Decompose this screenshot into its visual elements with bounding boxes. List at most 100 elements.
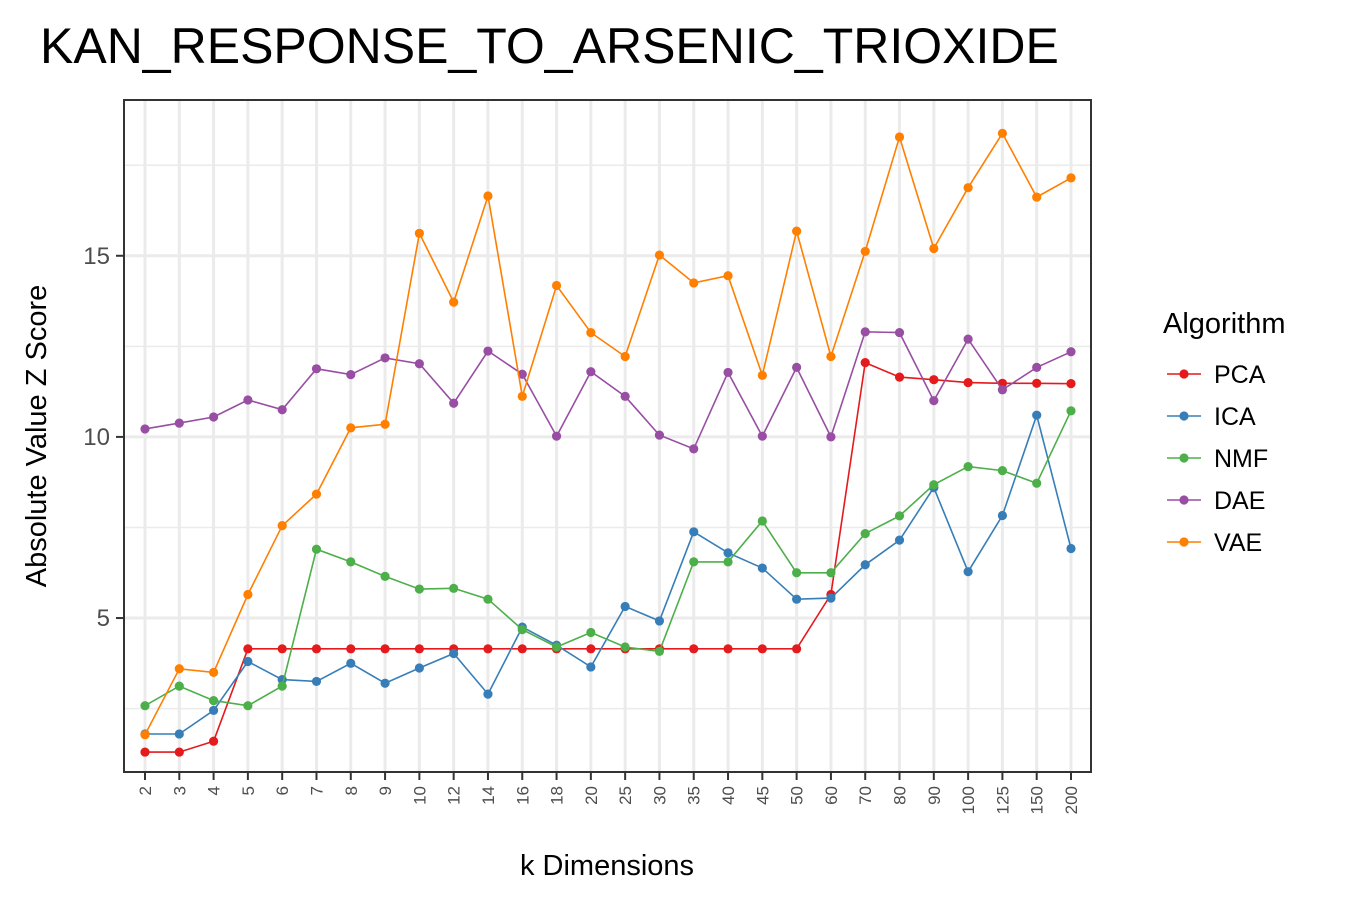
data-point-vae bbox=[826, 351, 836, 362]
data-point-nmf bbox=[757, 516, 767, 526]
data-point-nmf bbox=[277, 681, 287, 691]
data-point-dae bbox=[586, 367, 596, 377]
data-point-dae bbox=[826, 432, 836, 442]
series-line-ica bbox=[145, 412, 1072, 735]
data-point-ica bbox=[380, 678, 390, 688]
legend-label: VAE bbox=[1214, 529, 1262, 557]
data-point-vae bbox=[654, 250, 665, 260]
data-point-nmf bbox=[449, 583, 459, 593]
x-tick-label: 2 bbox=[136, 786, 155, 795]
data-point-pca bbox=[689, 644, 699, 654]
data-point-nmf bbox=[311, 544, 322, 554]
data-point-dae bbox=[894, 327, 905, 338]
data-point-nmf bbox=[174, 681, 184, 691]
data-point-dae bbox=[620, 391, 630, 401]
data-point-ica bbox=[860, 560, 870, 570]
data-point-dae bbox=[654, 430, 665, 440]
data-point-nmf bbox=[586, 627, 596, 638]
data-point-dae bbox=[723, 367, 733, 378]
data-point-vae bbox=[449, 297, 459, 307]
data-point-ica bbox=[414, 663, 424, 673]
data-point-pca bbox=[894, 372, 905, 382]
data-point-vae bbox=[620, 351, 630, 362]
data-point-pca bbox=[517, 644, 527, 654]
legend-key-point bbox=[1179, 411, 1189, 421]
data-point-nmf bbox=[929, 480, 939, 490]
legend-item-dae: DAE bbox=[1167, 487, 1265, 515]
data-point-pca bbox=[963, 377, 973, 388]
series-nmf bbox=[140, 406, 1076, 711]
data-point-nmf bbox=[380, 571, 390, 581]
data-point-dae bbox=[140, 424, 150, 434]
data-point-nmf bbox=[860, 529, 870, 539]
data-point-ica bbox=[1032, 410, 1042, 420]
legend-label: NMF bbox=[1214, 445, 1268, 473]
data-point-pca bbox=[380, 644, 390, 654]
data-point-dae bbox=[277, 405, 287, 415]
legend-key-point bbox=[1179, 369, 1189, 379]
data-point-dae bbox=[414, 359, 424, 369]
data-point-nmf bbox=[243, 701, 253, 711]
data-point-vae bbox=[689, 278, 699, 288]
x-tick-label: 45 bbox=[753, 786, 772, 805]
x-tick-label: 10 bbox=[410, 786, 429, 805]
legend-key-point bbox=[1179, 537, 1189, 547]
data-point-dae bbox=[517, 369, 527, 379]
data-point-dae bbox=[483, 346, 493, 356]
data-point-dae bbox=[929, 396, 939, 406]
data-point-pca bbox=[929, 375, 939, 385]
x-tick-label: 40 bbox=[719, 786, 738, 805]
data-point-nmf bbox=[620, 642, 630, 652]
x-tick-label: 5 bbox=[239, 786, 258, 795]
x-tick-label: 12 bbox=[445, 786, 464, 805]
x-axis-title: k Dimensions bbox=[520, 850, 694, 882]
data-point-nmf bbox=[723, 557, 733, 567]
y-axis-title: Absolute Value Z Score bbox=[21, 285, 53, 588]
legend-key-point bbox=[1179, 453, 1189, 463]
x-tick-label: 4 bbox=[205, 786, 224, 795]
data-point-nmf bbox=[208, 696, 219, 706]
data-point-ica bbox=[208, 705, 219, 716]
data-point-ica bbox=[346, 658, 356, 668]
x-tick-label: 35 bbox=[685, 786, 704, 805]
data-point-vae bbox=[792, 226, 802, 236]
data-point-dae bbox=[963, 334, 973, 344]
data-point-nmf bbox=[792, 568, 802, 578]
data-point-nmf bbox=[140, 701, 150, 711]
data-point-pca bbox=[483, 644, 493, 654]
data-point-ica bbox=[174, 729, 184, 739]
data-point-vae bbox=[551, 280, 562, 291]
x-tick-label: 18 bbox=[548, 786, 567, 805]
data-point-dae bbox=[757, 431, 767, 441]
series-vae bbox=[140, 128, 1076, 740]
data-point-vae bbox=[346, 423, 356, 433]
data-point-nmf bbox=[826, 568, 836, 578]
data-point-dae bbox=[243, 395, 253, 405]
data-point-vae bbox=[1032, 192, 1042, 202]
data-point-ica bbox=[894, 535, 905, 545]
data-point-vae bbox=[517, 391, 527, 401]
x-tick-label: 25 bbox=[616, 786, 635, 805]
data-point-nmf bbox=[346, 557, 356, 567]
x-tick-label: 8 bbox=[342, 786, 361, 795]
data-point-dae bbox=[449, 398, 459, 408]
data-point-pca bbox=[757, 644, 767, 654]
data-point-vae bbox=[208, 667, 219, 677]
legend-label: DAE bbox=[1214, 487, 1265, 515]
data-point-nmf bbox=[414, 584, 424, 594]
data-point-nmf bbox=[517, 625, 527, 635]
x-tick-label: 125 bbox=[993, 786, 1012, 814]
data-point-vae bbox=[929, 243, 939, 254]
data-point-ica bbox=[723, 548, 733, 558]
data-point-vae bbox=[380, 419, 390, 429]
data-point-pca bbox=[311, 644, 322, 654]
y-tick-label: 10 bbox=[83, 424, 110, 451]
data-point-pca bbox=[277, 644, 287, 654]
series-line-dae bbox=[144, 330, 1072, 450]
x-tick-label: 6 bbox=[273, 786, 292, 795]
data-point-dae bbox=[174, 418, 184, 428]
data-point-vae bbox=[1066, 173, 1076, 183]
data-point-nmf bbox=[1066, 406, 1076, 416]
